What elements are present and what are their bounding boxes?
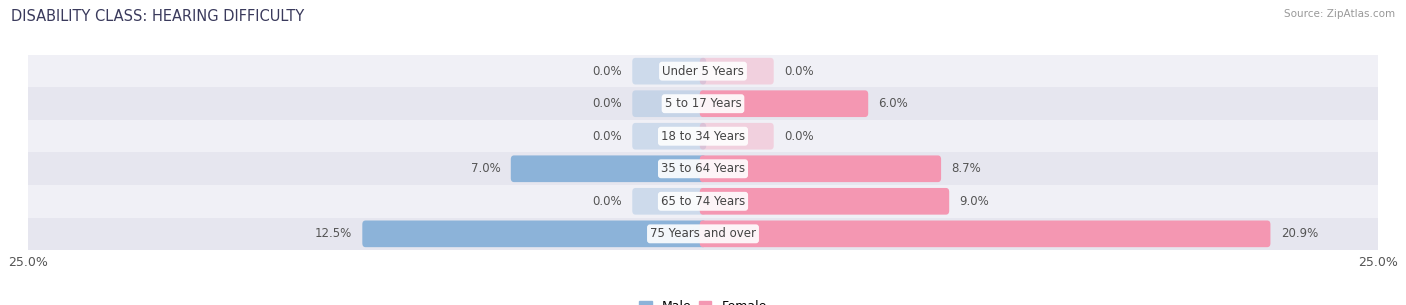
Bar [28,217,1378,250]
Text: 7.0%: 7.0% [471,162,501,175]
Text: Source: ZipAtlas.com: Source: ZipAtlas.com [1284,9,1395,19]
Bar [28,120,1378,152]
Bar [28,185,1378,217]
Text: 0.0%: 0.0% [592,195,621,208]
FancyBboxPatch shape [510,156,706,182]
Legend: Male, Female: Male, Female [634,295,772,305]
FancyBboxPatch shape [700,221,1271,247]
Text: 65 to 74 Years: 65 to 74 Years [661,195,745,208]
Text: 12.5%: 12.5% [315,227,352,240]
Bar [28,152,1378,185]
FancyBboxPatch shape [700,188,949,215]
FancyBboxPatch shape [700,123,773,149]
FancyBboxPatch shape [633,123,706,149]
FancyBboxPatch shape [633,58,706,84]
Text: Under 5 Years: Under 5 Years [662,65,744,78]
Text: 9.0%: 9.0% [959,195,990,208]
FancyBboxPatch shape [633,188,706,215]
Text: 75 Years and over: 75 Years and over [650,227,756,240]
Bar [28,88,1378,120]
FancyBboxPatch shape [700,90,869,117]
Text: 0.0%: 0.0% [785,130,814,143]
Bar [28,55,1378,88]
Text: 0.0%: 0.0% [592,65,621,78]
FancyBboxPatch shape [633,90,706,117]
Text: 0.0%: 0.0% [592,97,621,110]
Text: 20.9%: 20.9% [1281,227,1317,240]
FancyBboxPatch shape [700,156,941,182]
Text: 6.0%: 6.0% [879,97,908,110]
FancyBboxPatch shape [363,221,706,247]
Text: 8.7%: 8.7% [952,162,981,175]
Text: DISABILITY CLASS: HEARING DIFFICULTY: DISABILITY CLASS: HEARING DIFFICULTY [11,9,305,24]
Text: 0.0%: 0.0% [785,65,814,78]
Text: 18 to 34 Years: 18 to 34 Years [661,130,745,143]
Text: 0.0%: 0.0% [592,130,621,143]
Text: 35 to 64 Years: 35 to 64 Years [661,162,745,175]
Text: 5 to 17 Years: 5 to 17 Years [665,97,741,110]
FancyBboxPatch shape [700,58,773,84]
